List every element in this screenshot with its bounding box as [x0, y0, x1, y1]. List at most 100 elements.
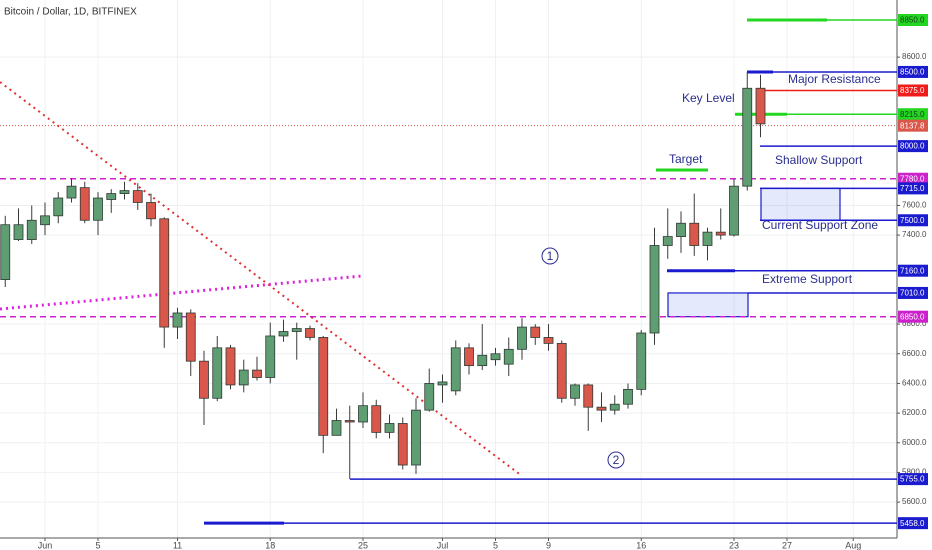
annotation: Extreme Support [762, 272, 853, 286]
candle-body [649, 245, 660, 334]
candle-body [225, 347, 236, 386]
candle-body [464, 347, 474, 367]
candle-body [132, 190, 143, 203]
level-label-box [898, 264, 928, 277]
level-label: 8375.0 [900, 86, 925, 95]
level-label: 7780.0 [900, 174, 925, 183]
candle-body [278, 331, 289, 337]
level-label-box [898, 286, 928, 299]
candle-body [212, 347, 223, 399]
candle-body [397, 423, 408, 466]
candle-body [411, 409, 421, 466]
candle-body [715, 231, 726, 236]
y-tick-label: 6800.0 [902, 319, 927, 328]
candle-body [702, 231, 713, 246]
candle-body [93, 197, 103, 221]
y-tick-label: 7400.0 [902, 230, 927, 239]
candle-body [252, 369, 262, 378]
support-zone [760, 187, 841, 221]
candle-body [344, 420, 355, 423]
level-label: 5458.0 [900, 519, 925, 528]
candle-body [570, 384, 580, 399]
annotation: Shallow Support [775, 153, 863, 167]
annotation: Target [669, 152, 703, 166]
candle-body [450, 347, 461, 392]
candle-body [318, 337, 329, 436]
annotation: Major Resistance [788, 72, 881, 86]
level-label: 7500.0 [900, 216, 925, 225]
annotation: 1 [547, 249, 554, 263]
candle-body [159, 218, 170, 328]
candle-body [517, 326, 527, 350]
level-label: 5755.0 [900, 475, 925, 484]
candle-body [305, 328, 315, 338]
level-label: 8500.0 [900, 68, 925, 77]
level-label-box [898, 214, 928, 227]
y-tick-label: 6200.0 [902, 408, 927, 417]
x-tick-label: 16 [636, 540, 646, 550]
x-tick-label: Jun [38, 540, 53, 550]
y-tick-label: 5600.0 [902, 497, 927, 506]
level-label: 8137.8 [900, 121, 925, 130]
wave-marker [607, 451, 625, 469]
candle-body [609, 403, 620, 411]
candle-body [13, 224, 24, 240]
candle-body [119, 190, 130, 194]
x-tick-label: 11 [173, 540, 182, 550]
candle-body [662, 236, 673, 246]
level-label-box [898, 310, 928, 323]
trend-line [0, 274, 363, 311]
candle-body [477, 354, 488, 367]
candle-body [265, 335, 276, 378]
candle-body [490, 353, 501, 361]
wave-marker [541, 247, 559, 265]
level-label-box [898, 65, 928, 78]
level-label-box [898, 108, 928, 121]
candle-body [742, 87, 753, 187]
candle-body [0, 224, 11, 281]
level-label-box [898, 84, 928, 97]
candle-body [729, 185, 739, 236]
x-tick-label: 27 [782, 540, 792, 550]
y-tick-label: 6400.0 [902, 379, 927, 388]
candle-body [676, 222, 686, 237]
level-label-box [898, 182, 928, 195]
x-tick-label: Jul [437, 540, 449, 550]
x-tick-label: Aug [845, 540, 861, 550]
chart-title: Bitcoin / Dollar, 1D, BITFINEX [4, 7, 137, 18]
x-tick-label: 5 [493, 540, 498, 550]
level-label-box [898, 14, 928, 27]
candle-body [384, 423, 395, 433]
level-label: 8215.0 [900, 110, 925, 119]
annotation: Current Support Zone [762, 218, 878, 232]
level-label: 7160.0 [900, 266, 925, 275]
candle-body [530, 326, 541, 338]
candle-body [331, 420, 342, 436]
candle-body [556, 342, 567, 399]
candle-body [185, 312, 196, 362]
candle-body [437, 381, 448, 386]
candle-body [79, 187, 90, 221]
x-tick-label: 5 [95, 540, 100, 550]
level-label: 7715.0 [900, 184, 925, 193]
candle-body [503, 348, 514, 365]
candle-body [238, 369, 249, 386]
trend-line [0, 81, 523, 477]
candle-body [583, 384, 594, 408]
candle-body [623, 388, 633, 405]
candle-body [358, 405, 368, 423]
y-tick-label: 8600.0 [902, 52, 927, 61]
candle-body [53, 197, 64, 217]
candle-body [371, 405, 382, 433]
y-tick-label: 5800.0 [902, 468, 927, 477]
support-zone [667, 292, 749, 318]
candle-body [172, 312, 183, 328]
candle-body [291, 328, 302, 332]
candle-body [755, 87, 766, 125]
annotation: Key Level [682, 91, 735, 105]
x-tick-label: 25 [358, 540, 368, 550]
y-tick-label: 6600.0 [902, 349, 927, 358]
level-label-box [898, 119, 928, 132]
